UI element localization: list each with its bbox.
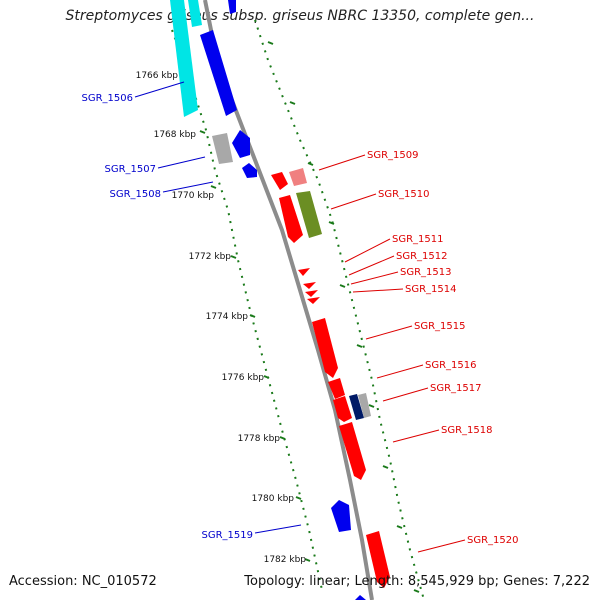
genome-summary-text: Topology: linear; Length: 8,545,929 bp; … (244, 574, 590, 589)
gene-forward-1511[interactable] (298, 268, 310, 276)
gene-reverse-bottom[interactable] (355, 595, 366, 600)
gene-reverse-1519[interactable] (331, 500, 351, 532)
gene-cyan[interactable] (170, 0, 198, 117)
gene-forward-1516[interactable] (328, 378, 345, 399)
gene-label-sgr-1514[interactable]: SGR_1514 (405, 284, 457, 295)
forward-track-guide (254, 19, 425, 600)
tick-label: 1768 kbp (154, 130, 197, 140)
gene-label-sgr-1510[interactable]: SGR_1510 (378, 189, 430, 200)
gene-navy-1517[interactable] (349, 394, 364, 420)
gene-label-sgr-1515[interactable]: SGR_1515 (414, 321, 466, 332)
gene-forward-1514[interactable] (307, 297, 320, 304)
tick-label: 1766 kbp (136, 71, 179, 81)
gene-label-sgr-1511[interactable]: SGR_1511 (392, 234, 444, 245)
tick-label: 1770 kbp (172, 191, 215, 201)
gene-forward-1517a[interactable] (333, 396, 352, 422)
gene-forward-1510a[interactable] (279, 195, 303, 243)
gene-forward-1515[interactable] (312, 318, 338, 378)
tick-label: 1782 kbp (264, 555, 307, 565)
gene-label-sgr-1507[interactable]: SGR_1507 (105, 164, 157, 175)
forward-label-lines (318, 154, 466, 553)
tick-marks-right (267, 41, 420, 593)
gene-label-sgr-1506[interactable]: SGR_1506 (82, 93, 134, 104)
gene-gray-1507[interactable] (212, 133, 233, 164)
gene-label-sgr-1512[interactable]: SGR_1512 (396, 251, 448, 262)
gene-forward-1512[interactable] (303, 282, 316, 289)
gene-label-sgr-1513[interactable]: SGR_1513 (400, 267, 452, 278)
gene-label-sgr-1519[interactable]: SGR_1519 (202, 530, 254, 541)
tick-label: 1780 kbp (252, 494, 295, 504)
gene-forward-1509b[interactable] (289, 168, 307, 186)
gene-reverse-1507[interactable] (232, 130, 250, 158)
forward-gene-labels[interactable]: SGR_1509 SGR_1510 SGR_1511 SGR_1512 SGR_… (367, 150, 519, 546)
gene-forward-1513[interactable] (305, 290, 318, 297)
gene-forward-1509a[interactable] (271, 172, 288, 190)
gene-gray-1517[interactable] (358, 393, 371, 418)
reverse-track-guide (171, 29, 323, 591)
gene-label-sgr-1520[interactable]: SGR_1520 (467, 535, 519, 546)
gene-reverse-1508[interactable] (242, 163, 257, 178)
gene-label-sgr-1517[interactable]: SGR_1517 (430, 383, 482, 394)
tick-label: 1778 kbp (238, 434, 281, 444)
gene-forward-1520[interactable] (366, 531, 390, 588)
gene-label-sgr-1516[interactable]: SGR_1516 (425, 360, 477, 371)
gene-olive-1510[interactable] (296, 191, 322, 238)
accession-text: Accession: NC_010572 (9, 574, 157, 589)
gene-label-sgr-1508[interactable]: SGR_1508 (110, 189, 162, 200)
gene-reverse-1506[interactable] (200, 30, 237, 116)
tick-label: 1774 kbp (206, 312, 249, 322)
gene-forward-1518[interactable] (339, 422, 366, 480)
forward-genes[interactable] (271, 168, 390, 588)
gene-label-sgr-1509[interactable]: SGR_1509 (367, 150, 419, 161)
gene-reverse-top[interactable] (228, 0, 236, 14)
reverse-genes[interactable] (170, 0, 366, 600)
gene-label-sgr-1518[interactable]: SGR_1518 (441, 425, 493, 436)
tick-label: 1772 kbp (189, 252, 232, 262)
tick-label: 1776 kbp (222, 373, 265, 383)
gene-cyan-partial[interactable] (188, 0, 202, 27)
tick-labels: 1766 kbp 1768 kbp 1770 kbp 1772 kbp 1774… (136, 71, 307, 565)
reverse-label-lines (134, 81, 302, 534)
reverse-gene-labels[interactable]: SGR_1506 SGR_1507 SGR_1508 SGR_1519 (82, 93, 254, 541)
